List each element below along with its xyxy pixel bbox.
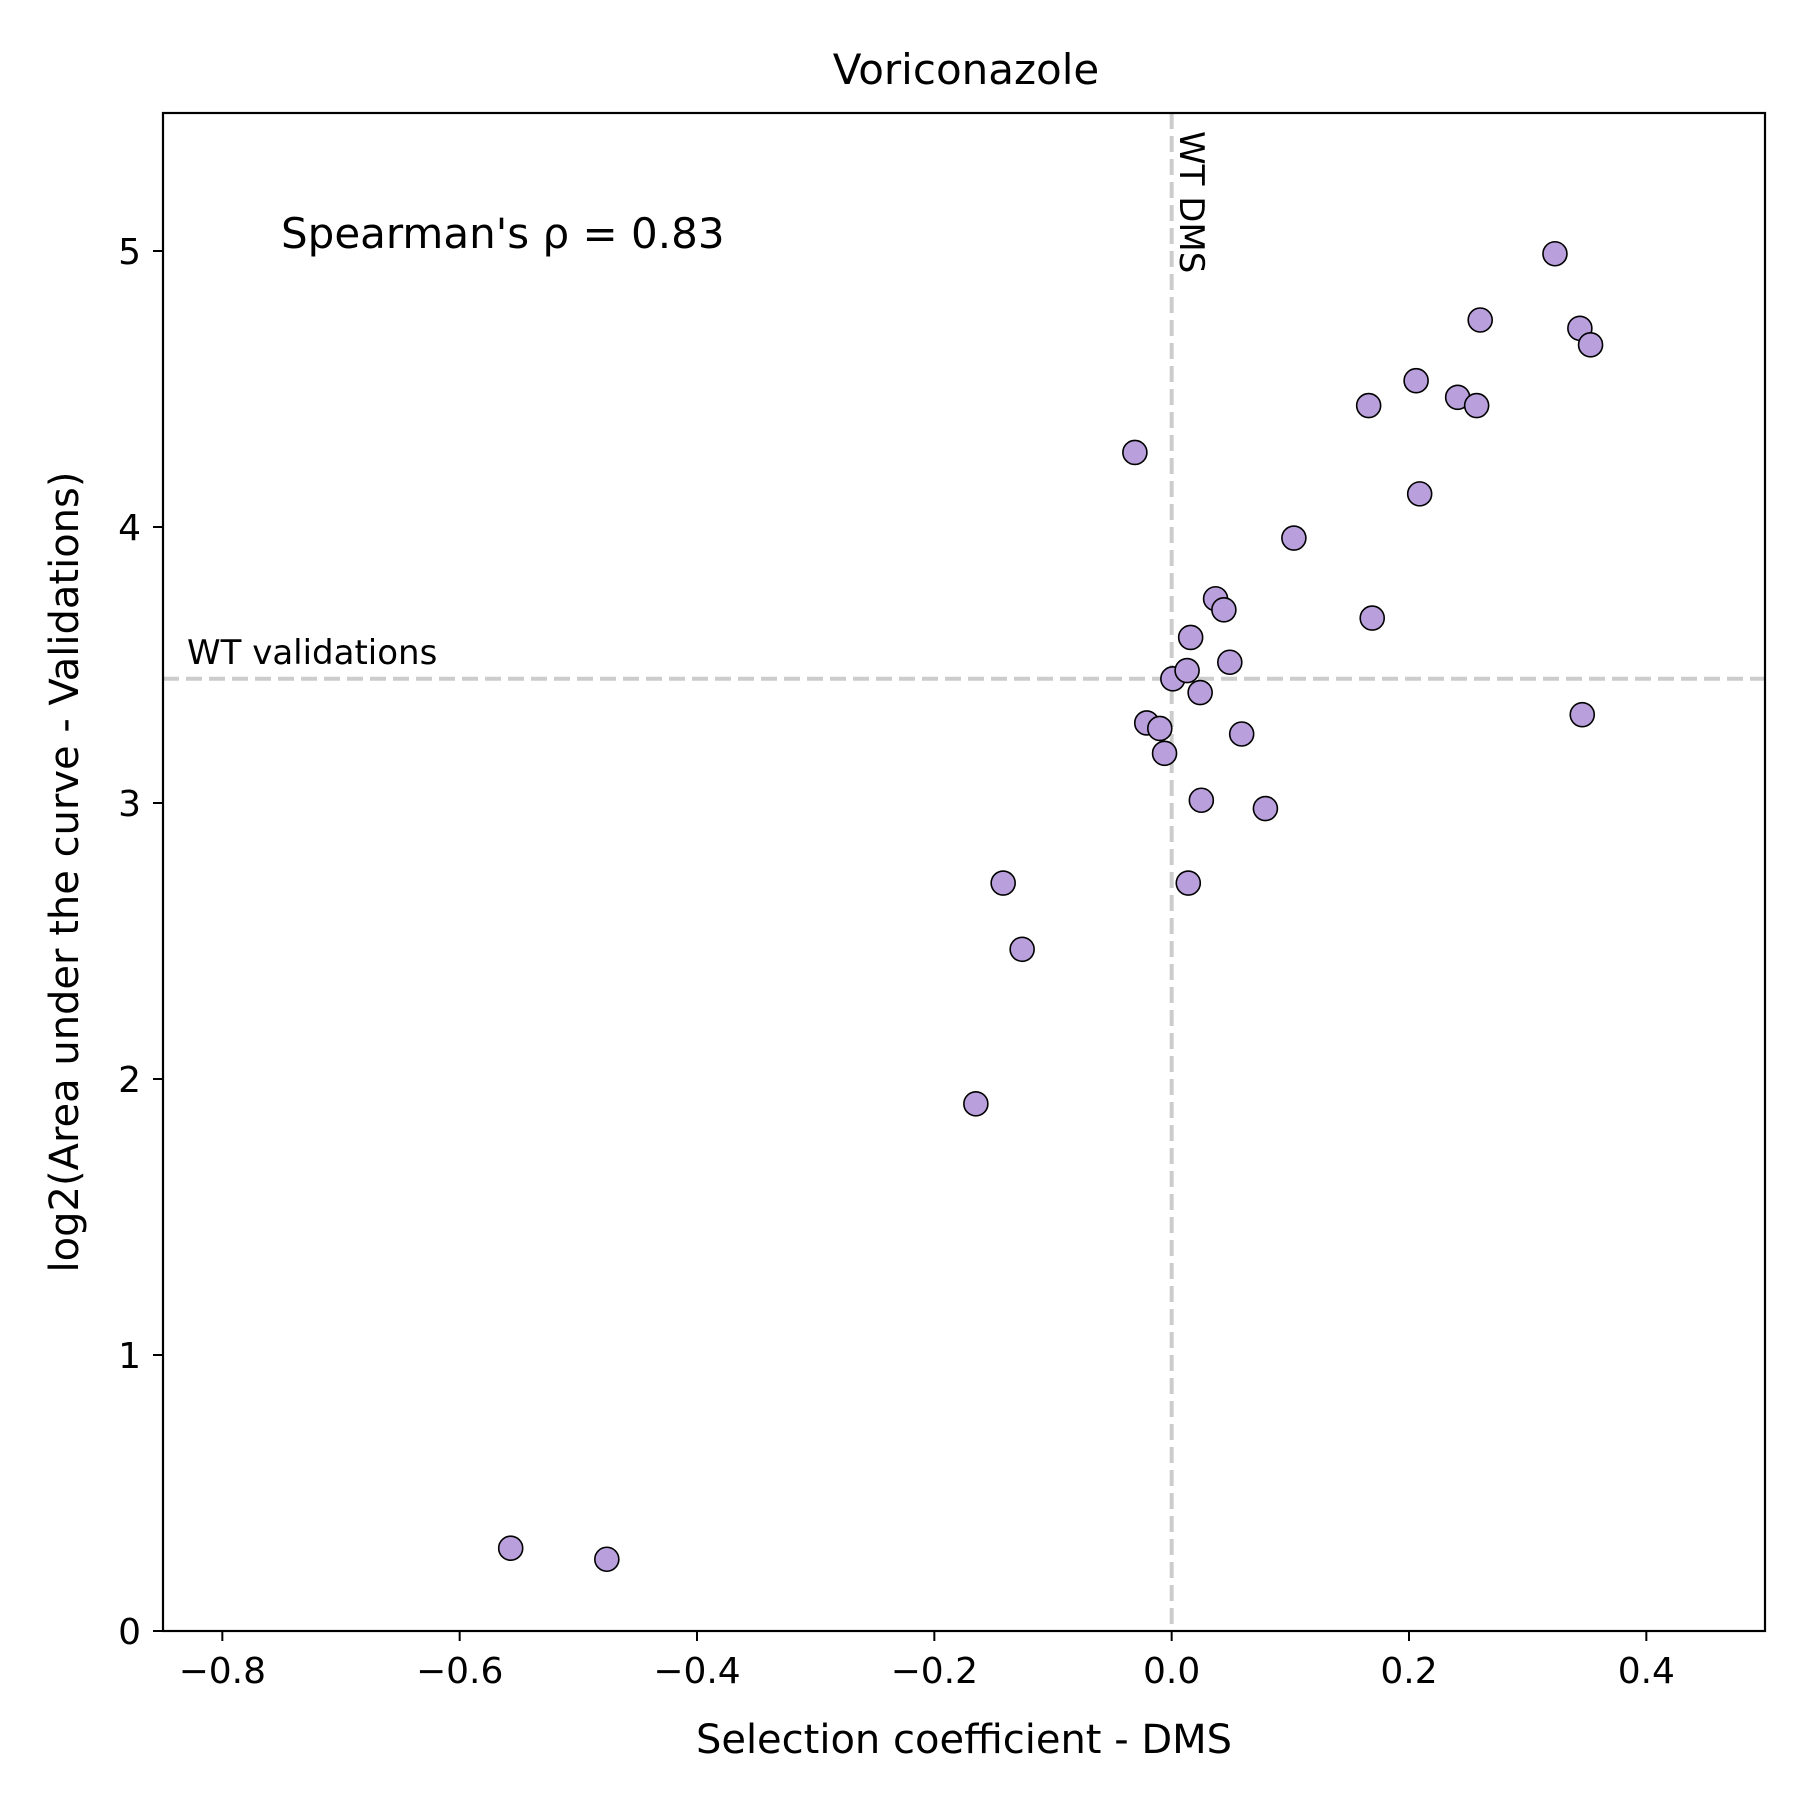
data-point [497,1535,524,1561]
x-tick-label: 0.2 [1380,1651,1437,1692]
data-point [1403,367,1429,394]
data-point [963,1091,989,1117]
data-point [1147,715,1173,742]
data-point [594,1546,620,1573]
spearman-annotation: Spearman's ρ = 0.83 [281,209,725,258]
data-point [1359,605,1386,631]
y-axis-label: log2(Area under the curve - Validations) [42,472,88,1273]
data-point [1281,525,1307,551]
data-point [1463,392,1490,419]
data-point [1151,740,1178,767]
data-points [497,240,1604,1573]
data-point [990,870,1016,896]
chart-title: Voriconazole [833,45,1100,94]
y-tick-label: 2 [118,1060,141,1101]
y-axis: 0 1 2 3 4 5 [118,232,163,1653]
data-point [1577,332,1604,358]
data-point [1569,701,1596,728]
x-tick-label: −0.8 [179,1651,266,1692]
y-tick-label: 5 [118,232,141,273]
x-axis: −0.8 −0.6 −0.4 −0.2 0.0 0.2 0.4 [179,1631,1675,1692]
y-tick-label: 1 [118,1336,141,1377]
wt-validations-label: WT validations [187,633,437,673]
x-tick-label: 0.4 [1618,1651,1675,1692]
y-tick-label: 4 [118,508,141,549]
x-tick-label: −0.6 [416,1651,503,1692]
data-point [1542,240,1568,267]
plot-frame [161,111,1767,1633]
x-tick-label: 0.0 [1143,1651,1200,1692]
y-tick-label: 0 [118,1612,141,1653]
data-point [1467,307,1493,333]
data-point [1009,936,1035,963]
data-point [1252,795,1279,822]
x-tick-label: −0.2 [891,1651,978,1692]
data-point [1228,721,1255,747]
data-point [1187,679,1213,706]
data-point [1217,649,1243,676]
data-point [1122,439,1148,466]
data-point [1188,787,1215,814]
wt-dms-label: WT DMS [1171,131,1211,273]
reference-lines [163,113,1765,1631]
data-point [1175,870,1202,896]
x-tick-label: −0.4 [653,1651,740,1692]
y-tick-label: 3 [118,784,141,825]
data-point [1406,481,1433,507]
data-point [1177,624,1204,651]
x-axis-label: Selection coefficient - DMS [696,1717,1232,1763]
data-point [1211,596,1237,623]
data-point [1174,657,1200,684]
data-point [1355,392,1382,419]
